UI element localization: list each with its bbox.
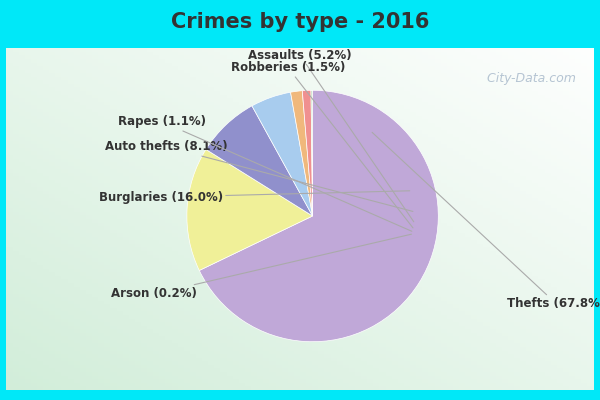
Wedge shape [206,106,313,216]
Wedge shape [290,91,313,216]
Text: Auto thefts (8.1%): Auto thefts (8.1%) [105,140,413,212]
Text: Robberies (1.5%): Robberies (1.5%) [231,61,413,228]
Text: Burglaries (16.0%): Burglaries (16.0%) [99,191,410,204]
Text: Rapes (1.1%): Rapes (1.1%) [118,115,412,231]
Wedge shape [199,90,438,342]
Text: Assaults (5.2%): Assaults (5.2%) [248,48,414,222]
Wedge shape [252,92,313,216]
Text: City-Data.com: City-Data.com [484,72,577,85]
Text: Crimes by type - 2016: Crimes by type - 2016 [171,12,429,32]
Text: Arson (0.2%): Arson (0.2%) [112,234,412,300]
Wedge shape [302,90,313,216]
Wedge shape [187,150,313,270]
Wedge shape [311,90,313,216]
Text: Thefts (67.8%): Thefts (67.8%) [372,132,600,310]
